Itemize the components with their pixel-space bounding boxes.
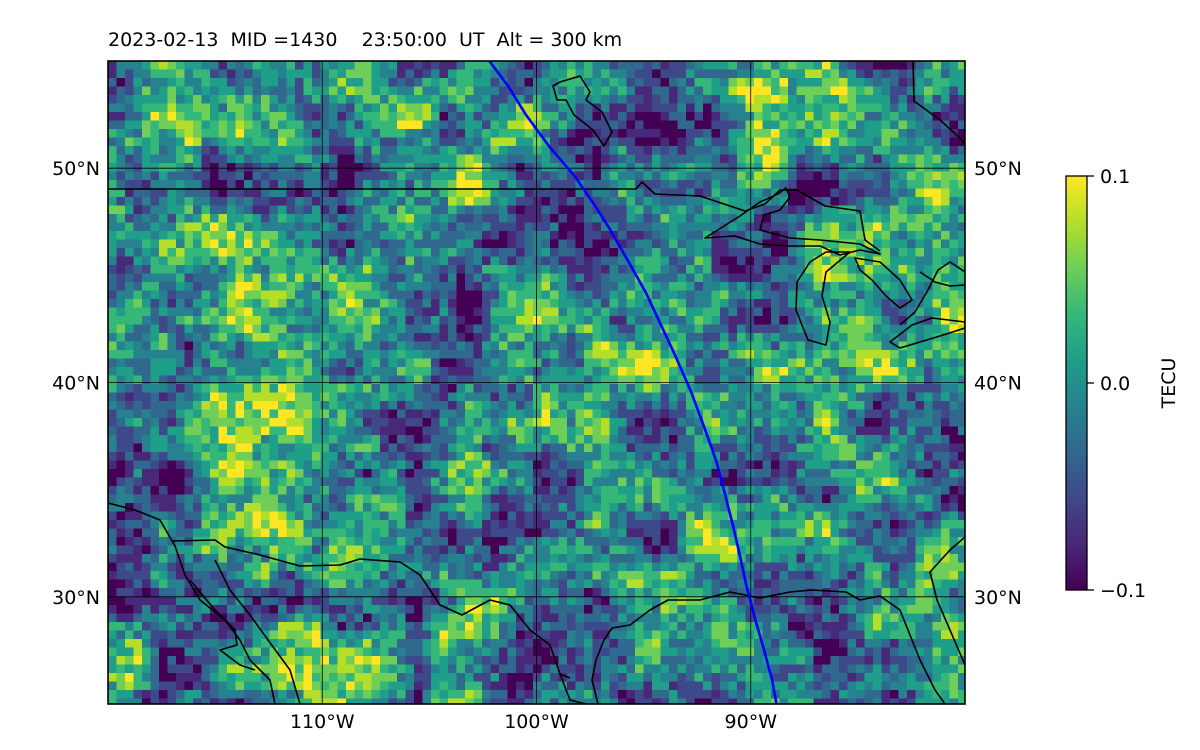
- lake-huron: [854, 257, 913, 309]
- longitude-tick-label: 100°W: [504, 711, 569, 733]
- colorbar-ticks: 0.1 0.0 −0.1: [1087, 166, 1146, 602]
- latitude-tick-label-right: 40°N: [974, 373, 1022, 395]
- us-canada-border: [108, 181, 881, 252]
- latitude-tick-label-left: 50°N: [52, 158, 100, 180]
- gridlines: [108, 61, 965, 704]
- latitude-tick-label-right: 30°N: [974, 587, 1022, 609]
- colorbar-label: TECU: [1158, 358, 1180, 410]
- coast-northeast: [912, 61, 965, 147]
- coast-ontario: [919, 271, 965, 287]
- tec-anomaly-field: [108, 61, 965, 704]
- colorbar-tick-label: 0.1: [1100, 166, 1130, 188]
- latitude-tick-label-left: 30°N: [52, 587, 100, 609]
- satellite-track-line: [488, 61, 778, 704]
- lake-erie: [889, 317, 965, 349]
- colorbar: [1066, 176, 1087, 590]
- plot-title: 2023-02-13 MID =1430 23:50:00 UT Alt = 3…: [108, 29, 623, 51]
- map-frame: [107, 60, 966, 705]
- colorbar-tick-label: 0.0: [1100, 373, 1130, 395]
- colorbar-tick-label: −0.1: [1100, 580, 1146, 602]
- map-axes: 110°W 100°W 90°W 50°N 50°N 40°N 40°N 30°N 30°N: [52, 158, 1022, 733]
- gulf-of-california: [214, 559, 301, 704]
- latitude-tick-label-right: 50°N: [974, 158, 1022, 180]
- lake-superior: [704, 187, 881, 256]
- coastlines-and-borders: [108, 61, 965, 704]
- us-mexico-border: [171, 539, 571, 679]
- coast-pacific: [108, 502, 276, 704]
- coast-florida: [929, 536, 965, 666]
- coast-yucatan: [559, 673, 587, 704]
- lake-north: [552, 75, 613, 147]
- latitude-tick-label-left: 40°N: [52, 373, 100, 395]
- coast-gulf-of-mexico: [591, 589, 946, 704]
- longitude-tick-label: 110°W: [290, 711, 355, 733]
- lake-michigan: [795, 251, 851, 346]
- baja-peninsula: [189, 579, 256, 671]
- longitude-tick-label: 90°W: [725, 711, 778, 733]
